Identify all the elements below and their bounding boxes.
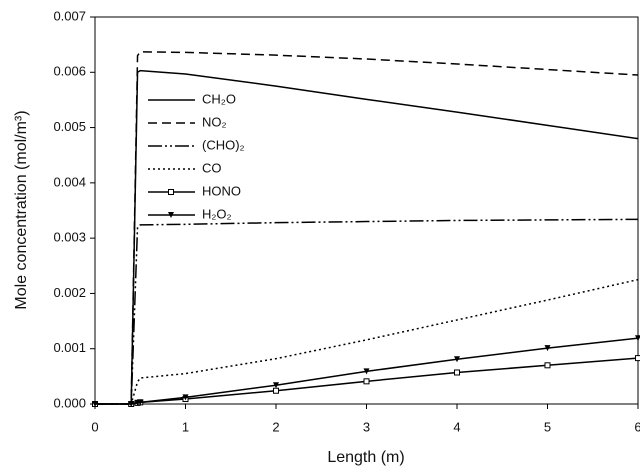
x-tick-label: 3 [363,419,370,434]
point [363,378,370,385]
series-line [95,69,639,405]
point [635,355,640,362]
point [363,368,370,375]
point [182,394,189,401]
point [454,369,460,376]
x-tick-label: 0 [91,419,98,434]
series-line [95,337,639,405]
point [137,399,144,406]
legend-marker [168,212,174,218]
y-tick-label: 0.001 [53,340,86,355]
y-tick-label: 0.003 [53,230,86,245]
point [544,362,551,369]
point [92,401,98,407]
x-tick-label: 2 [272,419,279,434]
x-tick-label: 1 [182,419,189,434]
x-tick-label: 6 [634,419,640,434]
series-line [95,218,639,405]
x-tick-label: 4 [453,419,460,434]
point [544,345,551,352]
legend-marker [168,189,174,195]
point [454,356,460,363]
plot-frame [94,16,639,405]
y-tick-label: 0.002 [53,285,86,300]
point [273,382,279,389]
y-tick-label: 0.000 [53,395,86,410]
y-tick-label: 0.006 [53,64,86,79]
y-tick-label: 0.005 [53,119,86,134]
legend-label: CO [202,160,222,175]
point [273,387,279,394]
y-axis-label: Mole concentration (mol/m³) [13,110,30,309]
x-tick-label: 5 [544,419,551,434]
legend-label: CH₂O [202,91,236,106]
y-tick-label: 0.004 [53,174,86,189]
point [128,401,135,407]
y-tick-label: 0.007 [53,8,86,23]
point [635,335,640,342]
legend-label: HONO [202,183,241,198]
series-line [95,278,639,405]
legend-label: H₂O₂ [202,206,232,221]
legend-label: NO₂ [202,114,227,129]
legend-label: (CHO)₂ [202,137,245,152]
series-line [95,51,639,405]
x-axis-label: Length (m) [327,449,404,466]
